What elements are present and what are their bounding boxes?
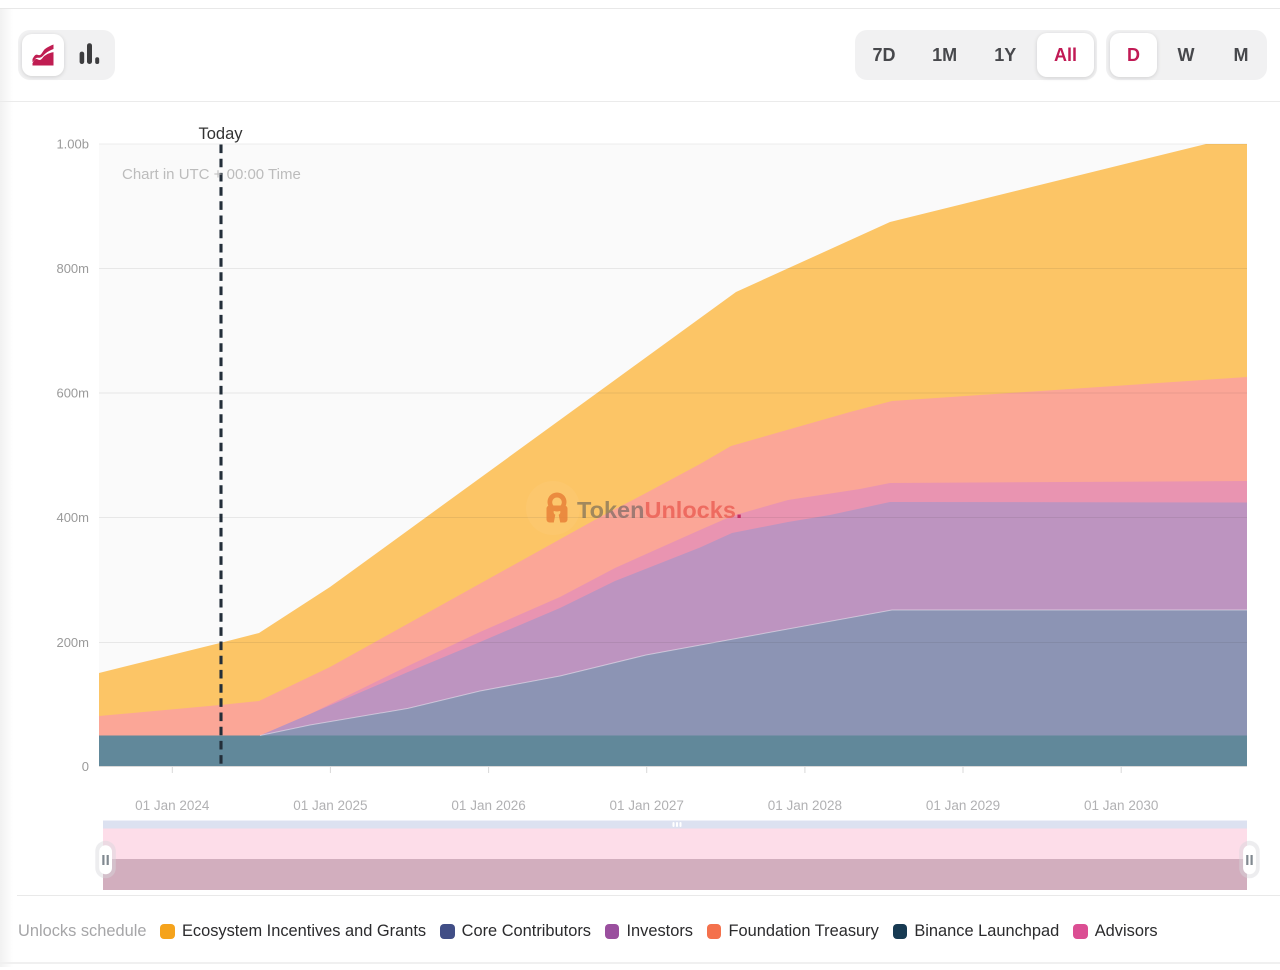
svg-text:600m: 600m (56, 386, 89, 401)
svg-text:800m: 800m (56, 261, 89, 276)
svg-text:200m: 200m (56, 635, 89, 650)
svg-text:Today: Today (198, 125, 243, 143)
svg-text:01 Jan 2030: 01 Jan 2030 (1084, 798, 1158, 813)
svg-text:01 Jan 2028: 01 Jan 2028 (768, 798, 842, 813)
svg-text:01 Jan 2029: 01 Jan 2029 (926, 798, 1000, 813)
svg-text:01 Jan 2027: 01 Jan 2027 (610, 798, 684, 813)
svg-text:01 Jan 2026: 01 Jan 2026 (451, 798, 525, 813)
svg-text:01 Jan 2024: 01 Jan 2024 (135, 798, 210, 813)
svg-text:01 Jan 2025: 01 Jan 2025 (293, 798, 367, 813)
svg-text:0: 0 (82, 759, 89, 774)
svg-text:TokenUnlocks.: TokenUnlocks. (577, 497, 742, 523)
svg-text:400m: 400m (56, 510, 89, 525)
svg-text:Chart in UTC + 00:00 Time: Chart in UTC + 00:00 Time (122, 166, 301, 183)
svg-text:1.00b: 1.00b (56, 137, 89, 152)
